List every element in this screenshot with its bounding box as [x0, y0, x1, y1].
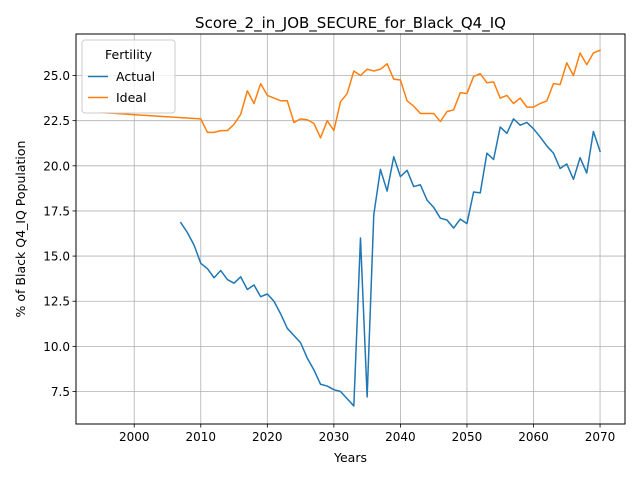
- y-tick-label: 22.5: [43, 114, 70, 128]
- y-tick-label: 17.5: [43, 204, 70, 218]
- x-axis: 2000 2010 2020 2030 2040 2050 2060 2070: [119, 424, 615, 444]
- x-tick-label: 2040: [385, 430, 416, 444]
- y-tick-label: 15.0: [43, 250, 70, 264]
- y-tick-label: 7.5: [51, 385, 70, 399]
- x-tick-label: 2010: [185, 430, 216, 444]
- legend: Fertility Actual Ideal: [81, 39, 176, 114]
- legend-frame: [81, 39, 176, 114]
- legend-label-actual: Actual: [116, 69, 155, 84]
- y-axis-label: % of Black Q4_IQ Population: [13, 141, 28, 318]
- x-tick-label: 2050: [452, 430, 483, 444]
- x-tick-label: 2060: [518, 430, 549, 444]
- y-tick-label: 10.0: [43, 340, 70, 354]
- x-tick-label: 2000: [119, 430, 150, 444]
- chart-title: Score_2_in_JOB_SECURE_for_Black_Q4_IQ: [195, 14, 506, 33]
- series-line-ideal: [100, 49, 602, 139]
- x-tick-label: 2070: [585, 430, 616, 444]
- series-line-actual: [179, 118, 601, 407]
- legend-title: Fertility: [105, 47, 153, 62]
- plot-frame: [75, 33, 626, 425]
- series-layer: [100, 49, 602, 407]
- x-tick-label: 2030: [319, 430, 350, 444]
- x-tick-label: 2020: [252, 430, 283, 444]
- y-tick-label: 12.5: [43, 295, 70, 309]
- y-axis: 7.5 10.0 12.5 15.0 17.5 20.0 22.5 25.0: [43, 69, 76, 399]
- legend-label-ideal: Ideal: [116, 90, 146, 105]
- y-tick-label: 20.0: [43, 159, 70, 173]
- x-axis-label: Years: [333, 450, 367, 465]
- grid: [76, 34, 625, 424]
- y-tick-label: 25.0: [43, 69, 70, 83]
